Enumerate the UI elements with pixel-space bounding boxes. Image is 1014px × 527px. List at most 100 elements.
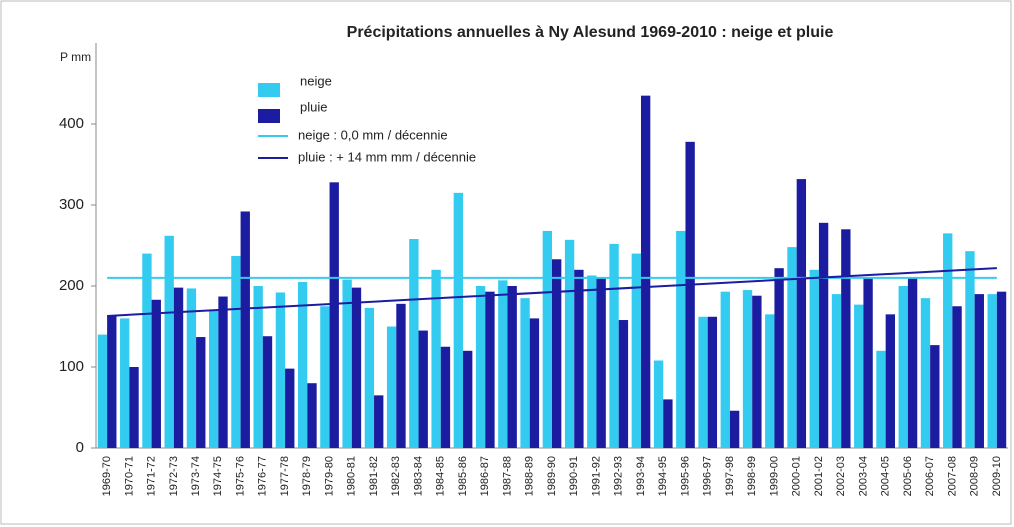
bar xyxy=(587,275,597,448)
bar xyxy=(631,253,641,448)
bar xyxy=(120,318,130,448)
bar xyxy=(943,233,953,448)
bar xyxy=(885,314,896,448)
bar xyxy=(396,303,406,448)
y-axis-label: P mm xyxy=(60,50,91,64)
bar xyxy=(498,280,508,448)
legend-label: pluie xyxy=(300,99,327,114)
x-tick-label: 2008-09 xyxy=(969,456,981,496)
x-tick-label: 1985-86 xyxy=(457,456,469,496)
bar xyxy=(529,318,540,448)
bar xyxy=(676,230,686,448)
x-tick-label: 1990-91 xyxy=(568,456,580,496)
bar xyxy=(987,294,997,448)
x-tick-label: 2002-03 xyxy=(835,456,847,496)
x-tick-label: 1981-82 xyxy=(368,456,380,496)
bar xyxy=(107,315,117,448)
bar xyxy=(231,256,241,448)
bar xyxy=(831,294,842,448)
bar xyxy=(720,291,730,448)
x-tick-label: 2009-10 xyxy=(991,456,1003,496)
bar xyxy=(151,299,161,448)
bar xyxy=(952,306,962,448)
x-tick-label: 1988-89 xyxy=(524,456,536,496)
x-tick-label: 1993-94 xyxy=(635,456,647,496)
x-tick-label: 2007-08 xyxy=(946,456,958,496)
bar xyxy=(297,281,308,448)
x-tick-label: 1992-93 xyxy=(613,456,625,496)
bar xyxy=(351,287,362,448)
bar xyxy=(453,192,464,448)
x-tick-label: 1983-84 xyxy=(412,456,424,496)
x-tick-label: 1979-80 xyxy=(323,456,335,496)
x-tick-label: 2003-04 xyxy=(857,456,869,496)
bar xyxy=(596,277,606,448)
bar xyxy=(618,320,629,448)
bar xyxy=(240,211,250,448)
x-tick-label: 1976-77 xyxy=(257,456,269,496)
bar xyxy=(974,294,984,448)
bar xyxy=(876,350,886,448)
bar xyxy=(129,367,139,448)
legend-label: neige : 0,0 mm / décennie xyxy=(298,127,448,142)
chart-title: Précipitations annuelles à Ny Alesund 19… xyxy=(347,24,834,41)
x-tick-label: 1980-81 xyxy=(346,456,358,496)
bar xyxy=(386,326,397,448)
bar xyxy=(818,222,829,448)
bar xyxy=(364,307,375,448)
legend-label: neige xyxy=(300,73,332,88)
trend-line xyxy=(107,267,997,317)
bar xyxy=(854,304,864,448)
x-tick-label: 1991-92 xyxy=(590,456,602,496)
bar xyxy=(218,296,228,448)
bar xyxy=(564,239,575,448)
bar xyxy=(97,334,108,448)
x-tick-label: 1984-85 xyxy=(435,456,447,496)
bar xyxy=(863,277,873,448)
bar xyxy=(552,259,562,448)
bar xyxy=(920,298,931,448)
x-tick-label: 1971-72 xyxy=(146,456,158,496)
bar xyxy=(342,279,352,448)
bar xyxy=(409,239,419,448)
bar xyxy=(574,269,584,448)
bar xyxy=(765,314,775,448)
bar xyxy=(698,316,708,448)
bar xyxy=(485,291,495,448)
x-tick-label: 1987-88 xyxy=(501,456,513,496)
bar xyxy=(285,368,295,448)
bar xyxy=(196,337,206,448)
x-tick-label: 1999-00 xyxy=(768,456,780,496)
bar xyxy=(742,290,753,448)
bar xyxy=(640,95,651,449)
y-tick-label: 100 xyxy=(59,358,84,375)
bar xyxy=(774,268,784,448)
bar xyxy=(685,141,695,448)
bar xyxy=(173,287,184,448)
bar xyxy=(440,346,451,448)
bar xyxy=(275,292,286,448)
x-tick-label: 2005-06 xyxy=(902,456,914,496)
bar xyxy=(418,330,428,448)
x-tick-label: 1997-98 xyxy=(724,456,736,496)
x-tick-label: 1996-97 xyxy=(702,456,714,496)
bar xyxy=(907,277,918,448)
bar xyxy=(841,229,851,448)
y-tick-label: 400 xyxy=(59,115,84,132)
bar xyxy=(208,310,219,448)
x-tick-label: 2004-05 xyxy=(880,456,892,496)
bar xyxy=(164,235,174,448)
x-tick-label: 1973-74 xyxy=(190,456,202,496)
bar xyxy=(663,399,673,448)
bar xyxy=(262,336,273,448)
bar xyxy=(898,286,908,448)
x-tick-label: 1986-87 xyxy=(479,456,491,496)
bar xyxy=(609,243,619,448)
y-tick-label: 0 xyxy=(76,439,84,456)
x-tick-label: 1978-79 xyxy=(301,456,313,496)
x-tick-label: 1975-76 xyxy=(234,456,246,496)
legend-swatch xyxy=(258,109,280,123)
bar xyxy=(186,288,197,448)
legend-label: pluie : + 14 mm mm / décennie xyxy=(298,149,476,164)
bar xyxy=(475,286,486,448)
